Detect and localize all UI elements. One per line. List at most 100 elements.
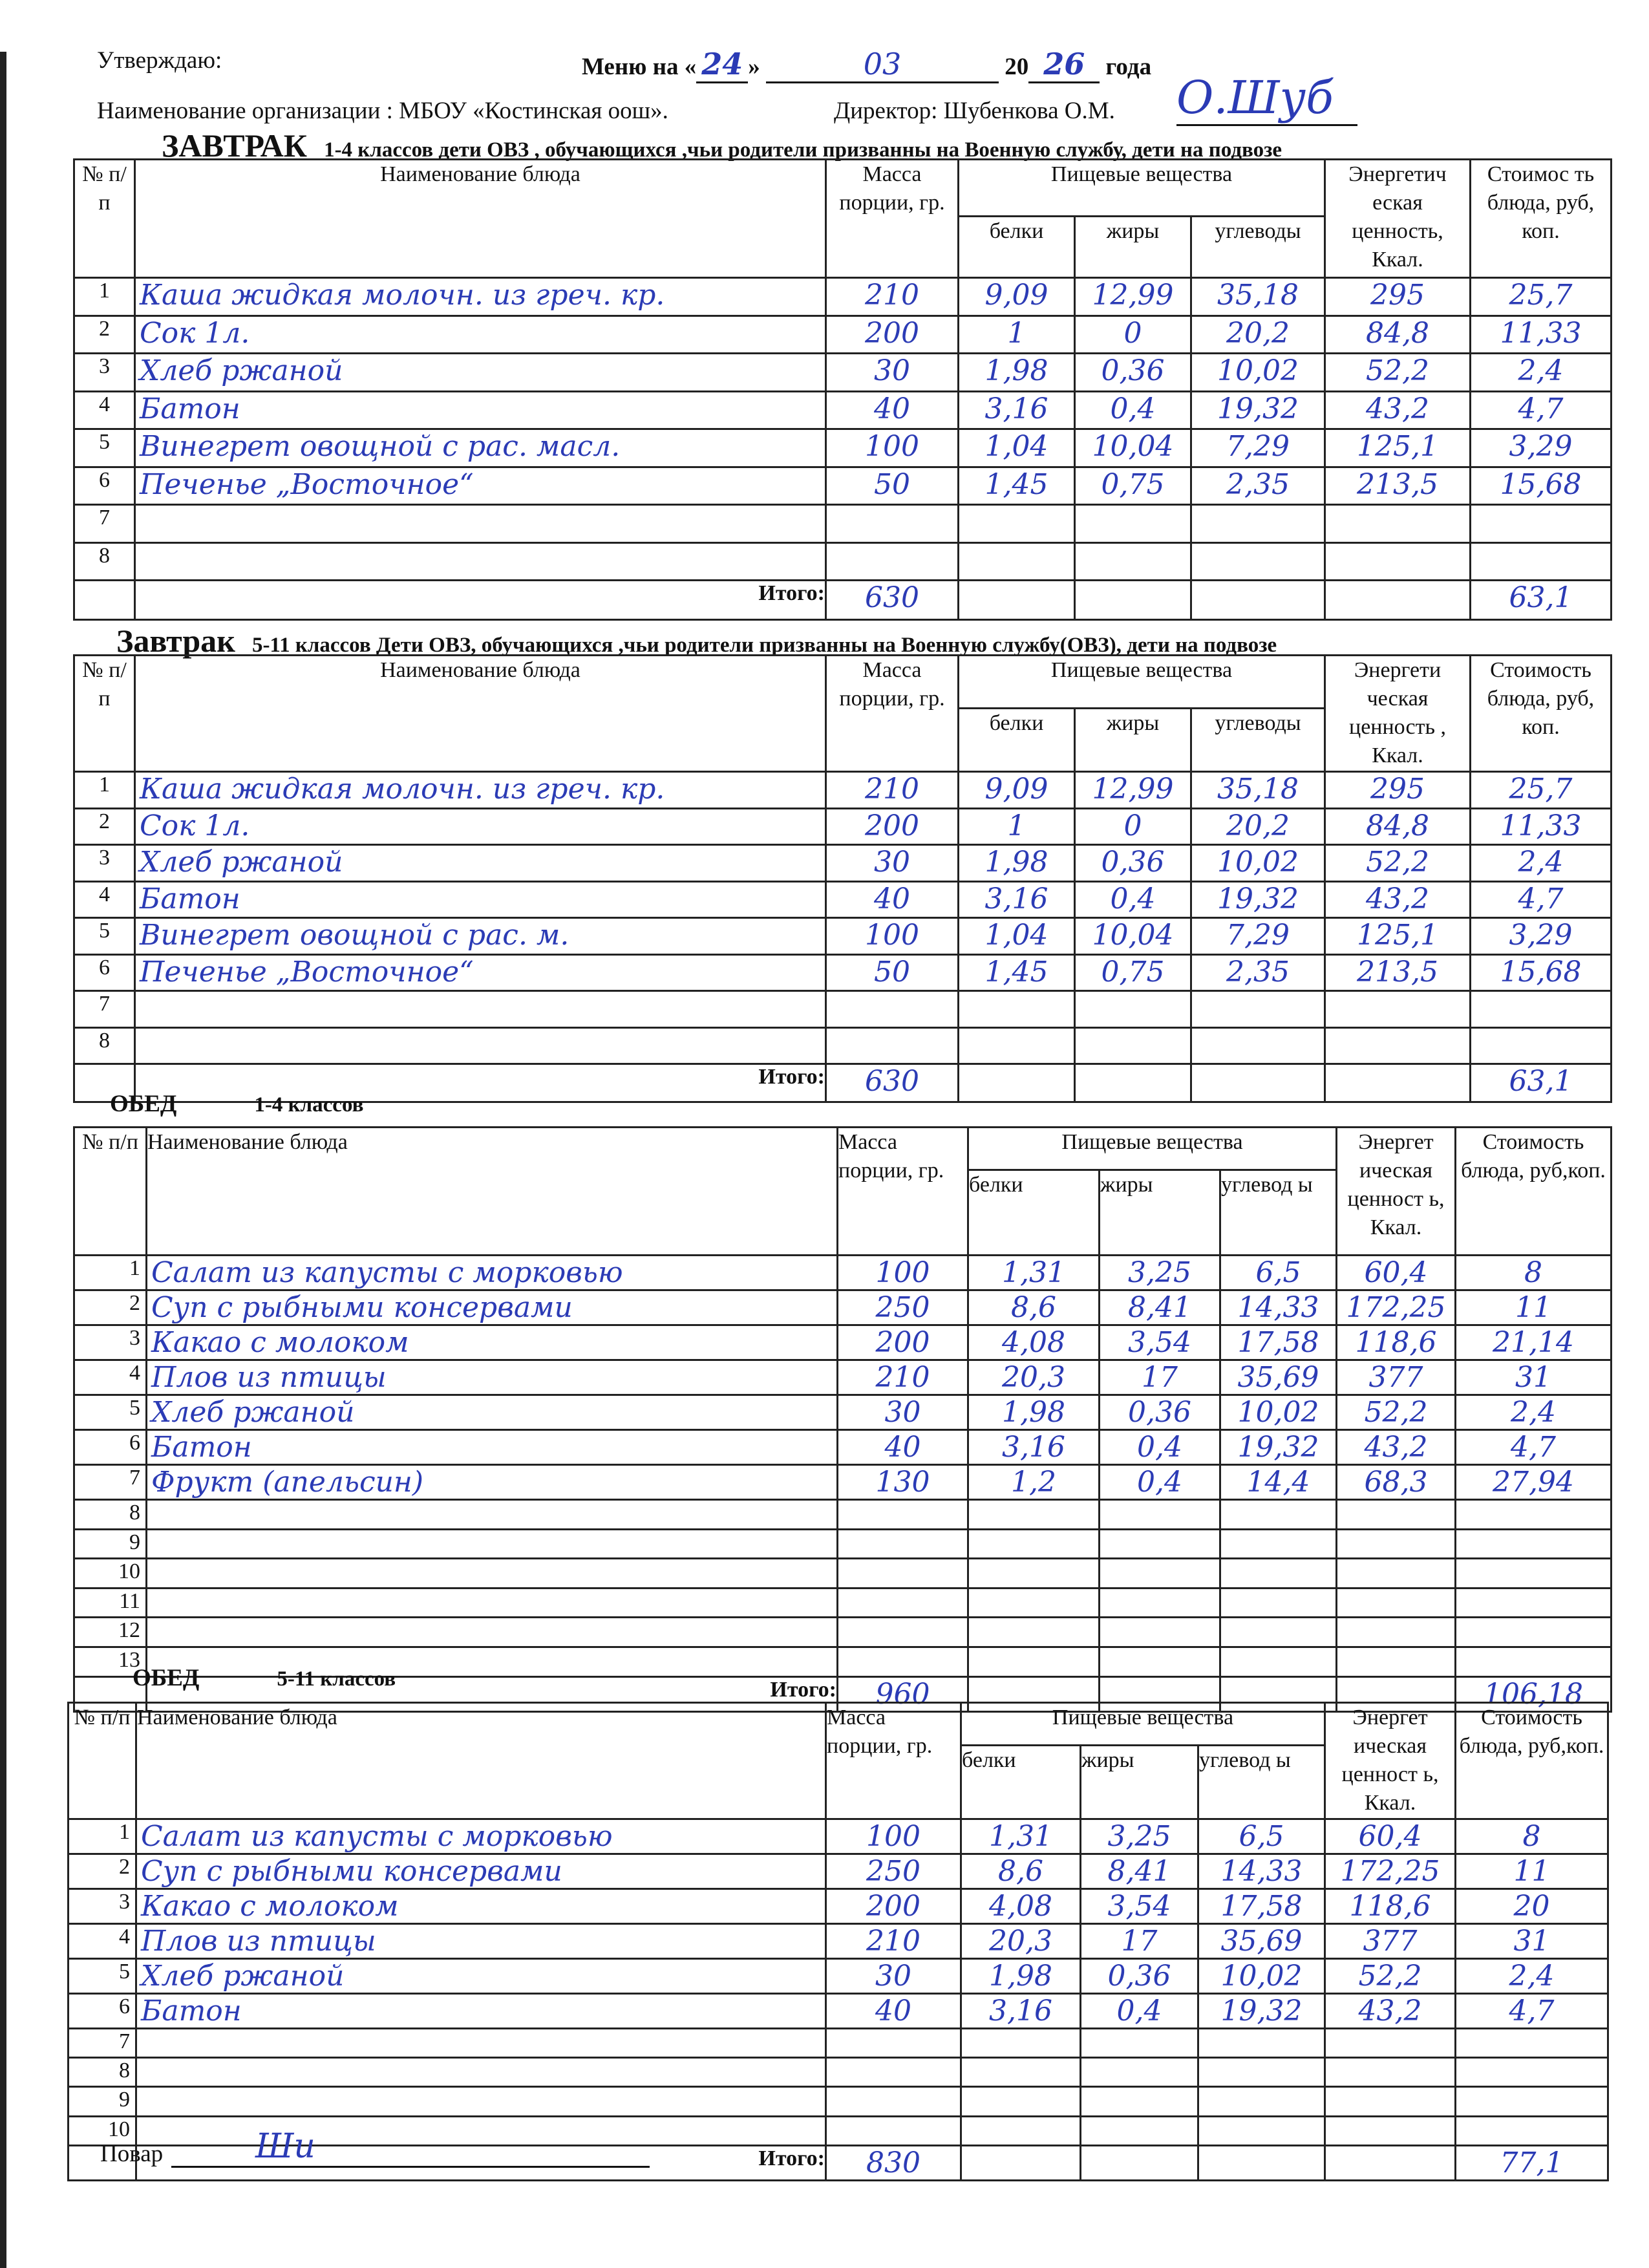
fat-value: 0 <box>1074 807 1192 846</box>
dish-name: Плов из птицы <box>135 1923 827 1960</box>
fat-value: 17 <box>1098 1359 1221 1396</box>
cost-value: 11,33 <box>1469 807 1612 846</box>
menu-month: 03 <box>766 47 999 83</box>
energy-value: 295 <box>1324 771 1471 809</box>
menu-table: № п/п Наименование блюда Масса порции, гр.… <box>73 1126 1612 1713</box>
carbs-value: 17,58 <box>1219 1324 1337 1361</box>
table-row: 5 Хлеб ржаной 30 1,98 0,36 10,02 52,2 2,4 <box>67 1958 1609 1995</box>
cost-value <box>1469 541 1612 581</box>
dish-name: Винегрет овощной с рас. масл. <box>134 428 827 468</box>
protein-value: 1,04 <box>957 428 1076 468</box>
mass-value: 210 <box>825 771 959 809</box>
col-nutrients: Пищевые вещества <box>967 1126 1337 1171</box>
energy-value: 84,8 <box>1324 807 1471 846</box>
cost-value <box>1454 2086 1609 2117</box>
mass-value <box>836 1616 969 1648</box>
row-number: 8 <box>73 1499 147 1530</box>
cost-value: 8 <box>1454 1818 1609 1855</box>
row-number: 3 <box>73 844 136 883</box>
dish-name: Батон <box>145 1429 838 1466</box>
header-row: № п/п Наименование блюда Масса порции, гр.… <box>73 1126 1612 1256</box>
mass-value: 100 <box>836 1254 969 1291</box>
mass-value <box>825 2057 962 2088</box>
section-title-bold: ЗАВТРАК <box>162 127 308 164</box>
dish-name <box>145 1616 838 1648</box>
table-row: 5 Хлеб ржаной 30 1,98 0,36 10,02 52,2 2,4 <box>73 1394 1612 1431</box>
table-row: 2 Суп с рыбными консервами 250 8,6 8,41 14,33… <box>67 1853 1609 1890</box>
table-row: 3 Какао с молоком 200 4,08 3,54 17,58 118,6 20 <box>67 1888 1609 1925</box>
table-row: 5 Винегрет овощной с рас. масл. 100 1,04 10,… <box>73 428 1612 468</box>
protein-value <box>957 504 1076 544</box>
row-number: 8 <box>73 1026 136 1065</box>
row-number: 1 <box>73 1254 147 1291</box>
fat-value <box>1074 1026 1192 1065</box>
col-energy: Энергет ическая ценност ь, Ккал. <box>1324 1702 1456 1820</box>
protein-value: 8,6 <box>960 1853 1081 1890</box>
section-title-bold: ОБЕД <box>110 1091 177 1117</box>
energy-value <box>1335 1587 1456 1619</box>
cost-value <box>1454 2057 1609 2088</box>
col-name: Наименование блюда <box>135 1702 827 1820</box>
mass-value: 30 <box>825 844 959 883</box>
cost-value: 31 <box>1454 1923 1609 1960</box>
cost-value: 27,94 <box>1454 1464 1612 1501</box>
mass-value <box>825 2115 962 2146</box>
protein-value: 9,09 <box>957 277 1076 317</box>
total-empty <box>957 579 1076 621</box>
table-row: 10 <box>67 2115 1609 2146</box>
energy-value: 68,3 <box>1335 1464 1456 1501</box>
col-num: № п/ п <box>73 158 136 279</box>
dish-name <box>135 2027 827 2059</box>
row-number: 7 <box>73 1464 147 1501</box>
carbs-value: 19,32 <box>1190 390 1326 430</box>
cost-value: 4,7 <box>1469 880 1612 919</box>
cost-value: 31 <box>1454 1359 1612 1396</box>
menu-prefix: Меню на « <box>582 54 697 80</box>
table-row: 7 Фрукт (апельсин) 130 1,2 0,4 14,4 68,3 27,94 <box>73 1464 1612 1501</box>
total-empty <box>73 579 136 621</box>
mass-value: 130 <box>836 1464 969 1501</box>
header-subrow: белки жиры углевод ы <box>74 1169 1612 1256</box>
col-carbs: углевод ы <box>1219 1169 1337 1256</box>
mass-value: 40 <box>825 390 959 430</box>
row-number: 7 <box>73 990 136 1029</box>
col-mass: Масса порции, гр. <box>836 1126 969 1256</box>
fat-value <box>1080 2086 1199 2117</box>
section-title: Завтрак 5-11 классов Дети ОВЗ, обучающихс… <box>116 622 1277 659</box>
cost-value <box>1469 990 1612 1029</box>
col-nutrients: Пищевые вещества <box>960 1702 1326 1746</box>
table-row: 1 Каша жидкая молочн. из греч. кр. 210 9,09… <box>73 277 1612 317</box>
carbs-value <box>1219 1499 1337 1530</box>
table-row: 4 Батон 40 3,16 0,4 19,32 43,2 4,7 <box>73 880 1612 919</box>
carbs-value <box>1197 2057 1326 2088</box>
cost-value: 11 <box>1454 1289 1612 1326</box>
cost-value <box>1454 1528 1612 1560</box>
energy-value <box>1335 1645 1456 1678</box>
fat-value: 0,75 <box>1074 953 1192 992</box>
cost-value: 2,4 <box>1454 1394 1612 1431</box>
row-number: 1 <box>73 277 136 317</box>
dish-name: Сок 1л. <box>134 807 827 846</box>
protein-value <box>960 2115 1081 2146</box>
fat-value <box>1074 504 1192 544</box>
row-number: 2 <box>73 314 136 354</box>
protein-value: 3,16 <box>960 1993 1081 2029</box>
energy-value: 43,2 <box>1335 1429 1456 1466</box>
energy-value <box>1324 1026 1471 1065</box>
section-title-bold: Завтрак <box>116 623 235 659</box>
fat-value: 0,36 <box>1074 352 1192 392</box>
dish-name <box>145 1645 838 1678</box>
energy-value <box>1324 2057 1456 2088</box>
row-number: 3 <box>67 1888 137 1925</box>
dish-name <box>134 541 827 581</box>
row-number: 3 <box>73 352 136 392</box>
cost-value: 25,7 <box>1469 771 1612 809</box>
table-row: 3 Хлеб ржаной 30 1,98 0,36 10,02 52,2 2,4 <box>73 844 1612 883</box>
row-number: 10 <box>67 2115 137 2146</box>
mass-value: 250 <box>836 1289 969 1326</box>
table-row: 12 <box>73 1616 1612 1648</box>
cost-value: 25,7 <box>1469 277 1612 317</box>
cost-value: 4,7 <box>1469 390 1612 430</box>
energy-value: 172,25 <box>1324 1853 1456 1890</box>
total-cost: 77,1 <box>1454 2144 1609 2181</box>
